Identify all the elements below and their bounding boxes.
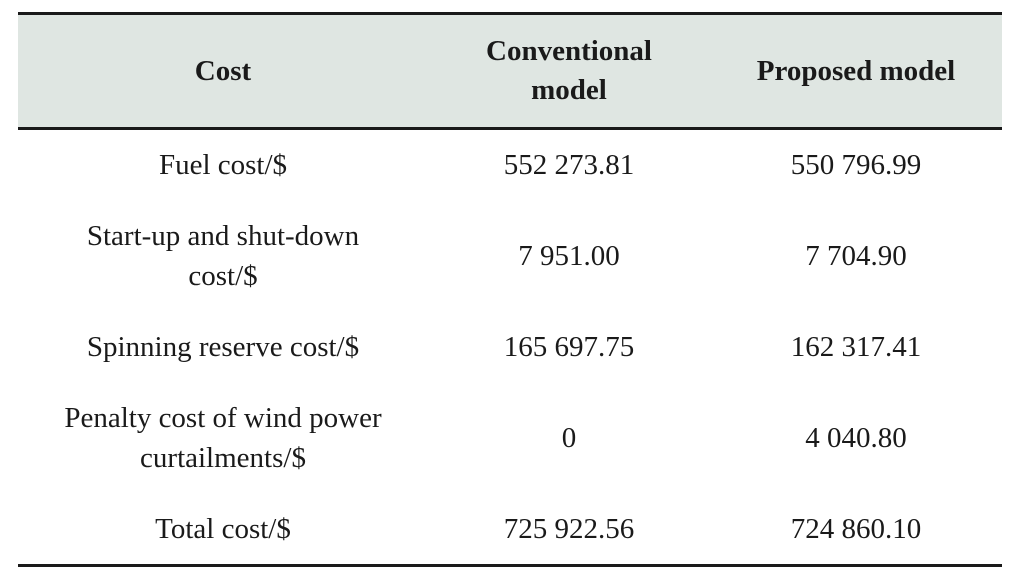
table-header: Cost Conventional model Proposed model <box>18 12 1002 130</box>
table-row: Penalty cost of wind power curtailments/… <box>18 382 1002 494</box>
header-proposed-model: Proposed model <box>710 12 1002 130</box>
table-body: Fuel cost/$ 552 273.81 550 796.99 Start-… <box>18 129 1002 567</box>
row-label: Start-up and shut-down cost/$ <box>86 220 360 292</box>
conventional-value: 165 697.75 <box>503 331 635 363</box>
table-row: Total cost/$ 725 922.56 724 860.10 <box>18 494 1002 567</box>
conventional-value: 725 922.56 <box>428 494 710 567</box>
conventional-value: 7 951.00 <box>518 240 620 272</box>
header-cost: Cost <box>18 12 428 130</box>
table-row: Fuel cost/$ 552 273.81 550 796.99 <box>18 129 1002 201</box>
row-label: Spinning reserve cost/$ <box>86 331 360 363</box>
cost-comparison-table-container: Cost Conventional model Proposed model F… <box>18 12 1002 567</box>
table-row: Start-up and shut-down cost/$ 7 951.00 7… <box>18 200 1002 312</box>
proposed-value: 4 040.80 <box>805 422 907 454</box>
proposed-value: 162 317.41 <box>790 331 922 363</box>
row-label: Penalty cost of wind power curtailments/… <box>64 402 382 474</box>
row-label: Total cost/$ <box>18 494 428 567</box>
cost-comparison-table: Cost Conventional model Proposed model F… <box>18 12 1002 567</box>
header-row: Cost Conventional model Proposed model <box>18 12 1002 130</box>
conventional-value: 0 <box>561 422 577 454</box>
header-conventional-model: Conventional model <box>428 12 710 130</box>
table-row: Spinning reserve cost/$ 165 697.75 162 3… <box>18 312 1002 382</box>
proposed-value: 7 704.90 <box>805 240 907 272</box>
conventional-value: 552 273.81 <box>503 149 635 181</box>
proposed-value: 724 860.10 <box>710 494 1002 567</box>
row-label: Fuel cost/$ <box>158 149 288 181</box>
proposed-value: 550 796.99 <box>790 149 922 181</box>
